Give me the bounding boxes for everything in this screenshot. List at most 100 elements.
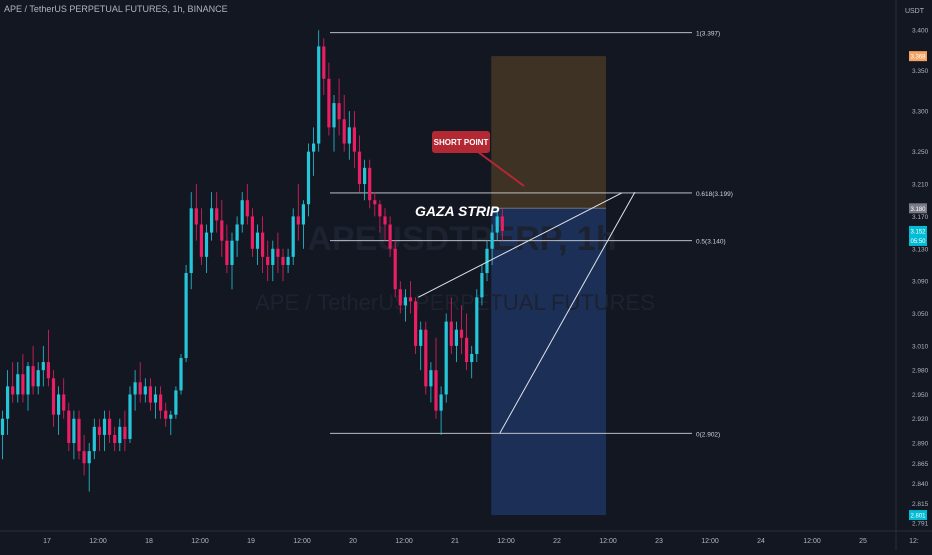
candle-body xyxy=(16,374,20,395)
watermark-ticker: APEUSDTPERP, 1h xyxy=(307,220,616,258)
price-tag-target: 2.801 xyxy=(909,510,927,521)
price-tick-label: 2.791 xyxy=(912,521,929,528)
candle xyxy=(215,192,219,233)
candle xyxy=(255,224,260,265)
price-tick-label: 2.920 xyxy=(912,416,929,423)
price-tag-countdown: 05:50 xyxy=(910,239,926,245)
candle-body xyxy=(72,418,76,444)
candle xyxy=(454,321,458,363)
candle-body xyxy=(62,394,66,411)
candle-body xyxy=(113,434,117,444)
price-tick-label: 2.980 xyxy=(912,368,929,375)
price-tag-box xyxy=(909,203,927,214)
candle xyxy=(204,224,209,274)
watermark-name: APE / TetherUS PERPETUAL FUTURES xyxy=(255,290,655,315)
candle xyxy=(6,370,10,435)
candle xyxy=(87,443,91,492)
price-tick-label: 2.815 xyxy=(912,501,929,508)
time-tick-label: 12:00 xyxy=(89,538,107,545)
candle-body xyxy=(133,382,137,395)
candle xyxy=(327,62,331,136)
candle-body xyxy=(276,248,280,257)
candle-body xyxy=(393,248,397,290)
candle-body xyxy=(204,232,209,257)
price-tick-label: 3.350 xyxy=(912,68,929,75)
candle-body xyxy=(240,200,244,225)
candle xyxy=(301,200,305,249)
candle-body xyxy=(11,386,15,395)
candle xyxy=(337,78,341,136)
candle xyxy=(16,362,20,403)
short-point-label: SHORT POINT xyxy=(434,138,489,147)
candle xyxy=(342,94,346,152)
time-tick-label: 12:00 xyxy=(293,538,311,545)
time-tick-label: 12:00 xyxy=(599,538,617,545)
candle xyxy=(82,434,86,476)
candle-body xyxy=(6,386,10,419)
candle xyxy=(261,216,265,274)
candle-body xyxy=(153,394,158,403)
candle xyxy=(373,192,377,217)
time-tick-label: 12:00 xyxy=(191,538,209,545)
candle xyxy=(189,192,193,290)
candle xyxy=(322,38,326,95)
time-tick-label: 19 xyxy=(247,538,255,545)
candle xyxy=(11,362,15,403)
candle xyxy=(495,208,499,241)
candle-body xyxy=(363,167,367,185)
price-tick-label: 2.890 xyxy=(912,441,929,448)
candle xyxy=(383,208,387,241)
candle-body xyxy=(408,297,413,302)
candle xyxy=(398,281,402,314)
candle-body xyxy=(36,370,40,387)
candle-body xyxy=(0,418,5,435)
candle xyxy=(174,386,178,419)
candle-body xyxy=(31,366,35,387)
candle-body xyxy=(271,248,275,265)
candle xyxy=(332,94,336,152)
candle-body xyxy=(230,240,234,265)
price-tick-label: 2.950 xyxy=(912,392,929,399)
candle xyxy=(159,386,163,419)
candle xyxy=(281,248,285,282)
price-tick-label: 2.840 xyxy=(912,481,929,488)
fib-level-label: 0.618(3.199) xyxy=(696,191,733,198)
candle-body xyxy=(327,78,331,128)
candle-body xyxy=(317,46,321,144)
candle-body xyxy=(454,329,458,346)
candle xyxy=(235,216,239,257)
candle xyxy=(97,418,101,452)
candle xyxy=(26,362,30,411)
candle xyxy=(459,305,464,354)
candle xyxy=(108,410,112,444)
candle xyxy=(347,111,351,160)
gaza-strip-label: GAZA STRIP xyxy=(415,203,500,219)
time-tick-label: 12:00 xyxy=(497,538,515,545)
candle-body xyxy=(373,200,377,205)
time-tick-label: 22 xyxy=(553,538,561,545)
candle-body xyxy=(332,103,336,128)
candle xyxy=(133,370,137,411)
candle-body xyxy=(444,321,448,395)
candle-body xyxy=(41,362,45,371)
candle-body xyxy=(220,220,224,241)
candle-body xyxy=(490,232,494,249)
candle-body xyxy=(449,321,453,346)
wedge-lower-line xyxy=(499,191,636,434)
price-tick-label: 3.130 xyxy=(912,246,929,253)
candle xyxy=(0,410,5,460)
candle-body xyxy=(286,256,290,265)
candle xyxy=(118,418,122,452)
candle xyxy=(480,264,484,306)
candle xyxy=(194,184,198,241)
price-tick-label: 3.050 xyxy=(912,311,929,318)
candle xyxy=(128,386,132,444)
price-tag-stop: 3.368 xyxy=(909,51,927,62)
candle-body xyxy=(429,370,433,387)
candle-body xyxy=(368,167,372,201)
candle xyxy=(184,264,188,363)
candle xyxy=(393,240,397,298)
